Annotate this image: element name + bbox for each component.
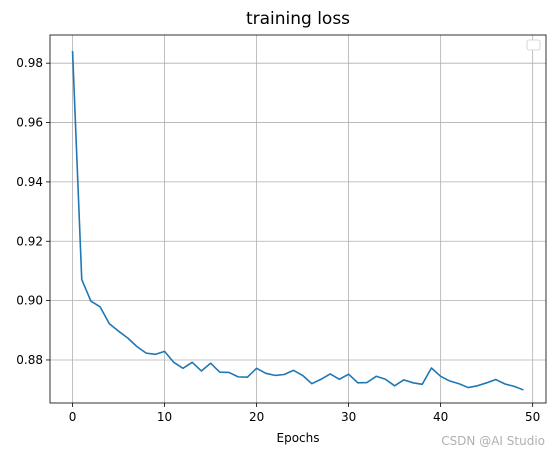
x-tick-label: 40 — [433, 410, 448, 424]
y-tick-label: 0.94 — [16, 175, 43, 189]
axis-ticks: 0 10 20 30 40 50 0.88 0.90 0.92 0.94 0.96 0.98 — [16, 56, 540, 424]
x-tick-label: 10 — [157, 410, 172, 424]
chart-title: training loss — [246, 9, 350, 29]
y-tick-label: 0.92 — [16, 234, 43, 248]
x-tick-label: 20 — [249, 410, 264, 424]
y-tick-label: 0.98 — [16, 56, 43, 70]
y-tick-label: 0.90 — [16, 294, 43, 308]
y-tick-label: 0.96 — [16, 116, 43, 130]
plot-area-frame — [49, 34, 547, 404]
legend-box — [526, 39, 541, 51]
x-tick-label: 0 — [69, 410, 77, 424]
x-tick-label: 30 — [341, 410, 356, 424]
series-line-training-loss — [71, 50, 524, 391]
x-axis-label: Epochs — [277, 431, 320, 445]
x-tick-label: 50 — [525, 410, 540, 424]
grid — [50, 35, 546, 403]
y-tick-label: 0.88 — [16, 353, 43, 367]
watermark: CSDN @AI Studio — [441, 434, 545, 448]
